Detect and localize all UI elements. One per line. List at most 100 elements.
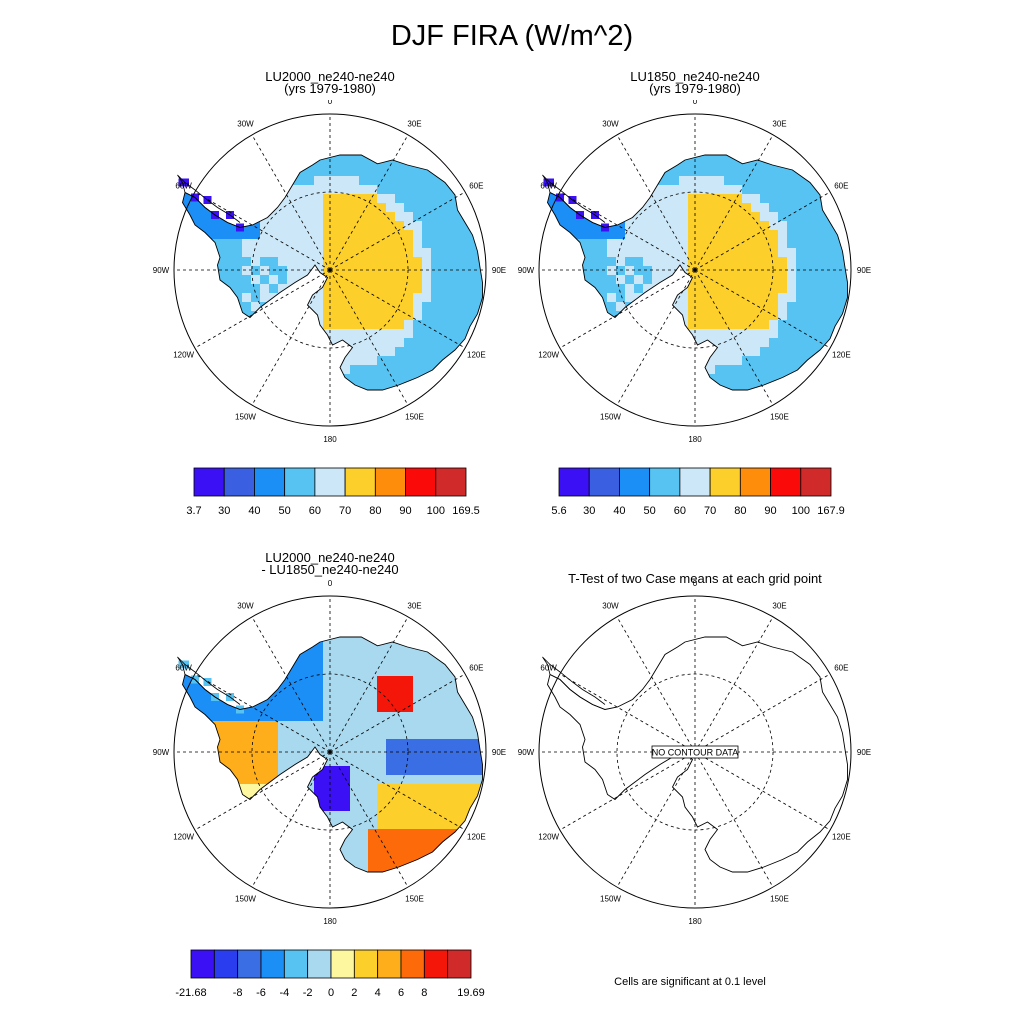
colorbar-swatch [739,467,771,497]
colorbar-label: 30 [583,505,595,517]
longitude-label: 90E [857,748,871,757]
colorbar-label: 70 [704,505,716,517]
colorbar-label: 0 [328,987,334,999]
colorbar-label: 50 [279,505,291,517]
panel3-title-line2: - LU1850_ne240-ne240 [261,562,399,577]
longitude-label: 30W [602,120,619,129]
colorbar-swatch [254,467,286,497]
longitude-label: 0 [328,580,333,588]
colorbar-label: 80 [734,505,746,517]
panel4-title-line1: T-Test of two Case means at each grid po… [568,571,822,586]
colorbar-swatch [619,467,651,497]
longitude-label: 120E [467,351,486,360]
colorbar-swatch [447,949,472,979]
panel1-title: LU2000_ne240-ne240 (yrs 1979-1980) [180,69,480,96]
colorbar-swatch [588,467,620,497]
colorbar-label: 90 [764,505,776,517]
colorbar-swatch [800,467,832,497]
colorbar-label: 40 [613,505,625,517]
colorbar-label: 100 [427,505,445,517]
colorbar-label: -2 [303,987,313,999]
colorbar-swatch [679,467,711,497]
colorbar-swatch [237,949,262,979]
longitude-label: 120E [832,351,851,360]
longitude-label: 30E [407,120,421,129]
colorbar-swatch [709,467,741,497]
longitude-label: 120E [832,833,851,842]
colorbar-label: 60 [309,505,321,517]
longitude-label: 120E [467,833,486,842]
longitude-label: 90W [153,266,170,275]
colorbar-label: 100 [792,505,810,517]
longitude-label: 150W [235,412,256,421]
longitude-label: 0 [693,580,698,588]
map-panel-ttest: 0 30E 60E 90E 120E 150E 180 150W 120W 90W 60W 30W NO… [518,580,871,925]
longitude-label: 120W [173,351,194,360]
panel1-title-line1: LU2000_ne240-ne240 [265,69,395,84]
colorbar-swatch [213,949,239,979]
colorbar-label: 90 [399,505,411,517]
longitude-label: 0 [693,100,698,106]
colorbar-swatch [307,949,332,979]
longitude-label: 30W [237,120,254,129]
colorbar-swatch [330,949,355,979]
longitude-label: 150W [600,894,621,903]
longitude-label: 180 [323,435,337,444]
longitude-label: 30E [772,602,786,611]
longitude-label: 150W [600,412,621,421]
colorbar-swatch [400,949,425,979]
colorbar-label: 50 [644,505,656,517]
longitude-label: 90W [518,748,535,757]
colorbar-label: 5.6 [551,505,566,517]
colorbar-swatch [374,467,406,497]
colorbar-label: 80 [369,505,381,517]
panel4-title: T-Test of two Case means at each grid po… [530,571,860,586]
longitude-label: 150E [770,412,789,421]
longitude-label: 30W [602,602,619,611]
colorbar-label: 30 [218,505,230,517]
colorbar-swatch [353,949,379,979]
longitude-label: 90W [518,266,535,275]
colorbar-swatch [193,467,225,497]
colorbar-label: 40 [248,505,260,517]
longitude-label: 90E [492,748,506,757]
colorbar-swatch [223,467,255,497]
colorbar-swatch [770,467,802,497]
no-contour-data-label: NO CONTOUR DATA [652,748,739,758]
panel2-title: LU1850_ne240-ne240 (yrs 1979-1980) [545,70,845,96]
figure-title: DJF FIRA (W/m^2) [390,20,634,52]
longitude-label: 90E [857,266,871,275]
colorbar-label: 2 [351,987,357,999]
longitude-label: 60E [834,664,848,673]
longitude-label: 60W [540,664,557,673]
colorbar-swatch [435,467,467,497]
colorbar-label: 6 [398,987,404,999]
longitude-label: 150E [770,894,789,903]
colorbar-swatch [284,467,316,497]
longitude-label: 150W [235,894,256,903]
colorbar-swatch [283,949,309,979]
colorbar-swatch [190,949,215,979]
colorbar-label: -6 [256,987,266,999]
colorbar-lu1850: 5.6 30 40 50 60 70 80 90 100 167.9 [551,467,845,517]
colorbar-swatch [344,467,376,497]
longitude-label: 60W [540,182,557,191]
panel2-title-line2: (yrs 1979-1980) [649,81,741,96]
longitude-label: 120W [538,833,559,842]
panel1-title-line2: (yrs 1979-1980) [284,81,376,96]
colorbar-label: -4 [279,987,289,999]
longitude-label: 60W [175,664,192,673]
colorbar-swatch [423,949,449,979]
longitude-label: 60E [834,182,848,191]
colorbar-label: 60 [674,505,686,517]
longitude-label: 30E [407,602,421,611]
colorbar-label: -8 [233,987,243,999]
colorbar-swatch [314,467,346,497]
colorbar-swatch [558,467,590,497]
longitude-label: 120W [538,351,559,360]
colorbar-lu2000: 3.7 30 40 50 60 70 80 90 100 169.5 [186,467,480,517]
panel3-title: LU2000_ne240-ne240 - LU1850_ne240-ne240 [180,551,480,577]
colorbar-swatch [649,467,681,497]
colorbar-swatch [260,949,285,979]
colorbar-label: 3.7 [186,505,201,517]
